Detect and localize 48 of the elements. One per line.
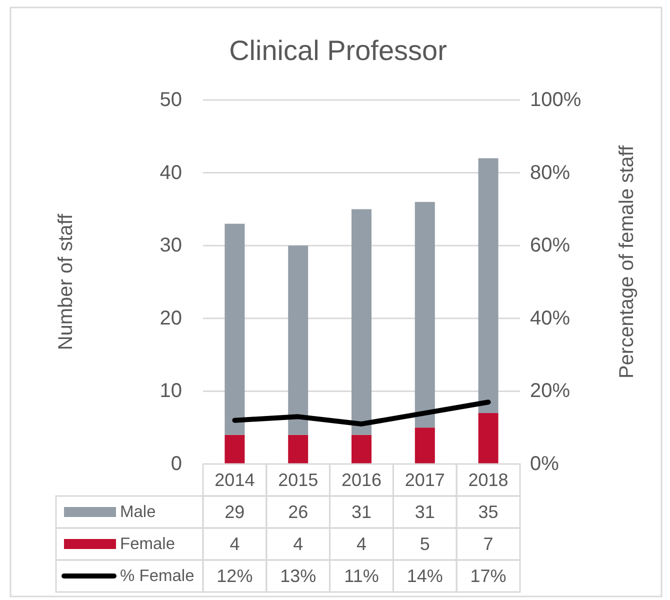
- y-tick-label: 50: [160, 89, 182, 111]
- x-tick-label: 2015: [278, 470, 318, 490]
- y2-tick-label: 60%: [530, 234, 570, 257]
- data-label: 4: [230, 534, 240, 554]
- data-label: 4: [293, 534, 304, 554]
- bar: [478, 413, 498, 464]
- legend-label: Male: [120, 503, 156, 521]
- y2-axis-title: Percentage of female staff: [616, 145, 638, 379]
- legend-label: % Female: [120, 567, 194, 585]
- bar: [224, 434, 245, 464]
- bar: [224, 224, 245, 435]
- bar: [478, 158, 498, 414]
- x-tick-label: 2018: [468, 470, 508, 490]
- y2-tick-label: 0%: [530, 453, 560, 475]
- data-label: 13%: [280, 566, 316, 586]
- bar: [352, 434, 372, 464]
- y-tick-label: 20: [160, 307, 182, 330]
- data-label: 31: [414, 502, 435, 522]
- data-label: 7: [483, 534, 494, 554]
- bar: [352, 209, 372, 435]
- y-axis-title: Number of staff: [55, 213, 77, 350]
- bar: [414, 202, 435, 428]
- data-label: 29: [224, 502, 245, 522]
- bar: [414, 428, 435, 464]
- y-tick-label: 30: [160, 234, 182, 257]
- chart-title: Clinical Professor: [229, 35, 447, 66]
- y-tick-label: 40: [160, 162, 182, 184]
- y2-tick-label: 20%: [530, 380, 570, 402]
- y2-tick-label: 80%: [530, 162, 570, 184]
- data-label: 35: [478, 502, 498, 522]
- bar: [288, 246, 308, 435]
- y2-tick-label: 100%: [530, 89, 582, 111]
- data-label: 14%: [406, 566, 443, 586]
- data-label: 12%: [216, 566, 253, 586]
- legend-label: Female: [120, 535, 176, 553]
- data-label: 5: [420, 534, 430, 554]
- data-label: 4: [356, 534, 367, 554]
- x-tick-label: 2014: [214, 470, 255, 490]
- y-tick-label: 10: [160, 380, 182, 402]
- y2-tick-label: 40%: [530, 307, 570, 330]
- data-label: 26: [288, 502, 308, 522]
- data-label: 17%: [470, 566, 506, 586]
- x-tick-label: 2017: [404, 470, 445, 490]
- data-label: 31: [351, 502, 372, 522]
- data-label: 11%: [344, 566, 379, 586]
- y-tick-label: 0: [170, 453, 182, 475]
- bar: [288, 434, 308, 464]
- x-tick-label: 2016: [341, 470, 382, 490]
